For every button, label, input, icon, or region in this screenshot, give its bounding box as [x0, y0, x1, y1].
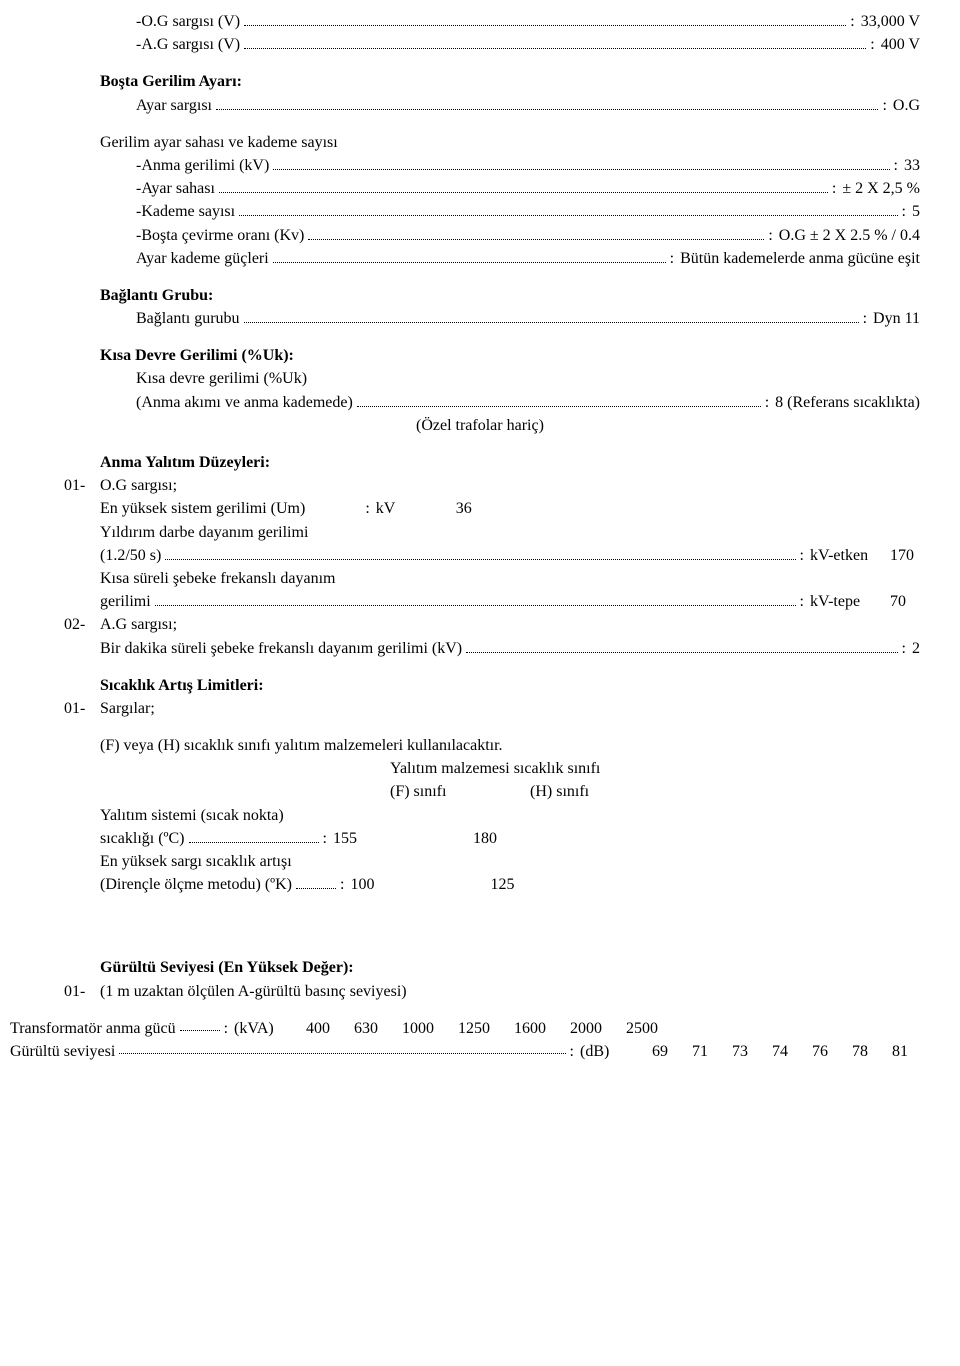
list-number-02: 02- [64, 613, 100, 659]
ayar-sahasi-row: -Ayar sahası : ± 2 X 2,5 % [136, 177, 920, 200]
sicaklik-para: (F) veya (H) sıcaklık sınıfı yalıtım mal… [100, 734, 920, 757]
um-row: En yüksek sistem gerilimi (Um) : kV 36 [100, 497, 920, 520]
ag-sargisi-subtitle: A.G sargısı; [100, 613, 920, 636]
section-windings: -O.G sargısı (V) : 33,000 V -A.G sargısı… [100, 10, 920, 56]
row1-line1: Yalıtım sistemi (sıcak nokta) [100, 804, 920, 827]
table-cell: 74 [760, 1040, 800, 1063]
og-winding-value: 33,000 V [861, 10, 920, 33]
og-sargisi-subtitle: O.G sargısı; [100, 474, 920, 497]
baglanti-gurubu-row: Bağlantı gurubu : Dyn 11 [136, 307, 920, 330]
kisa-sureli-row: gerilimi : kV-tepe 70 [100, 590, 920, 613]
gurultu-title: Gürültü Seviyesi (En Yüksek Değer): [100, 956, 920, 979]
og-winding-row: -O.G sargısı (V) : 33,000 V [136, 10, 920, 33]
ayar-sargisi-label: Ayar sargısı [136, 94, 212, 117]
section-anma-yalitim: Anma Yalıtım Düzeyleri: 01- O.G sargısı;… [100, 451, 920, 660]
table-cell: 73 [720, 1040, 760, 1063]
bosta-title: Boşta Gerilim Ayarı: [100, 70, 920, 93]
og-winding-label: -O.G sargısı (V) [136, 10, 240, 33]
baglanti-title: Bağlantı Grubu: [100, 284, 920, 307]
table-cell: 2500 [614, 1017, 670, 1040]
kisa-sureli-line1: Kısa süreli şebeke frekanslı dayanım [100, 567, 920, 590]
col-title: Yalıtım malzemesi sıcaklık sınıfı [390, 757, 600, 780]
ag-dayanim-row: Bir dakika süreli şebeke frekanslı dayan… [100, 637, 920, 660]
table-cell: 1000 [390, 1017, 446, 1040]
table-cell: 76 [800, 1040, 840, 1063]
ayar-sargisi-row: Ayar sargısı : O.G [136, 94, 920, 117]
row1: sıcaklığı (ºC) : 155 180 [100, 827, 920, 850]
table-cell: 400 [294, 1017, 342, 1040]
table-cell: 78 [840, 1040, 880, 1063]
dots [244, 12, 846, 26]
sicaklik-title: Sıcaklık Artış Limitleri: [100, 674, 920, 697]
colon: : [870, 33, 880, 56]
section-kisa-devre: Kısa Devre Gerilimi (%Uk): Kısa devre ge… [100, 344, 920, 437]
ayar-sargisi-value: O.G [893, 94, 920, 117]
ayar-kademe-row: Ayar kademe güçleri : Bütün kademelerde … [100, 247, 920, 270]
row2-line1: En yüksek sargı sıcaklık artışı [100, 850, 920, 873]
yildirim-row: (1.2/50 s) : kV-etken 170 [100, 544, 920, 567]
table-cell: 1600 [502, 1017, 558, 1040]
table-cell: 71 [680, 1040, 720, 1063]
ag-winding-value: 400 V [881, 33, 920, 56]
table-cell: 81 [880, 1040, 920, 1063]
list-number-01: 01- [64, 474, 100, 613]
section-baglanti: Bağlantı Grubu: Bağlantı gurubu : Dyn 11 [100, 284, 920, 330]
section-sicaklik: Sıcaklık Artış Limitleri: 01- Sargılar; … [100, 674, 920, 897]
list-number-01b: 01- [64, 697, 100, 897]
table-cell: 630 [342, 1017, 390, 1040]
anma-gerilimi-row: -Anma gerilimi (kV) : 33 [136, 154, 920, 177]
dots [244, 35, 866, 49]
kisa-title: Kısa Devre Gerilimi (%Uk): [100, 344, 920, 367]
kisa-line1: Kısa devre gerilimi (%Uk) [136, 367, 920, 390]
gurultu-row1: Transformatör anma gücü : (kVA) 40063010… [10, 1017, 920, 1040]
colon: : [850, 10, 860, 33]
kademe-sayisi-row: -Kademe sayısı : 5 [136, 200, 920, 223]
gerilim-ayar-subtitle: Gerilim ayar sahası ve kademe sayısı [100, 131, 920, 154]
col-h: (H) sınıfı [530, 780, 589, 803]
table-cell: 1250 [446, 1017, 502, 1040]
gurultu-table: Transformatör anma gücü : (kVA) 40063010… [10, 1017, 920, 1063]
gurultu-row2-values: 69717374767881 [640, 1040, 920, 1063]
ag-winding-label: -A.G sargısı (V) [136, 33, 240, 56]
sargilar-subtitle: Sargılar; [100, 697, 920, 720]
bosta-cevirme-row: -Boşta çevirme oranı (Kv) : O.G ± 2 X 2.… [136, 224, 920, 247]
anma-yalitim-title: Anma Yalıtım Düzeyleri: [100, 451, 920, 474]
kisa-line3: (Özel trafolar hariç) [136, 414, 920, 437]
ag-winding-row: -A.G sargısı (V) : 400 V [136, 33, 920, 56]
row2: (Dirençle ölçme metodu) (ºK) : 100 125 [100, 873, 920, 896]
yildirim-line1: Yıldırım darbe dayanım gerilimi [100, 521, 920, 544]
gurultu-sub: (1 m uzaktan ölçülen A-gürültü basınç se… [100, 980, 920, 1003]
gurultu-row2: Gürültü seviyesi : (dB) 69717374767881 [10, 1040, 920, 1063]
gurultu-row1-values: 40063010001250160020002500 [294, 1017, 670, 1040]
table-cell: 69 [640, 1040, 680, 1063]
list-number-01c: 01- [64, 980, 100, 1003]
section-gurultu: Gürültü Seviyesi (En Yüksek Değer): 01- … [100, 956, 920, 1002]
col-f: (F) sınıfı [390, 780, 530, 803]
kisa-line2-row: (Anma akımı ve anma kademede) : 8 (Refer… [136, 391, 920, 414]
table-cell: 2000 [558, 1017, 614, 1040]
section-bosta: Boşta Gerilim Ayarı: Ayar sargısı : O.G … [100, 70, 920, 270]
